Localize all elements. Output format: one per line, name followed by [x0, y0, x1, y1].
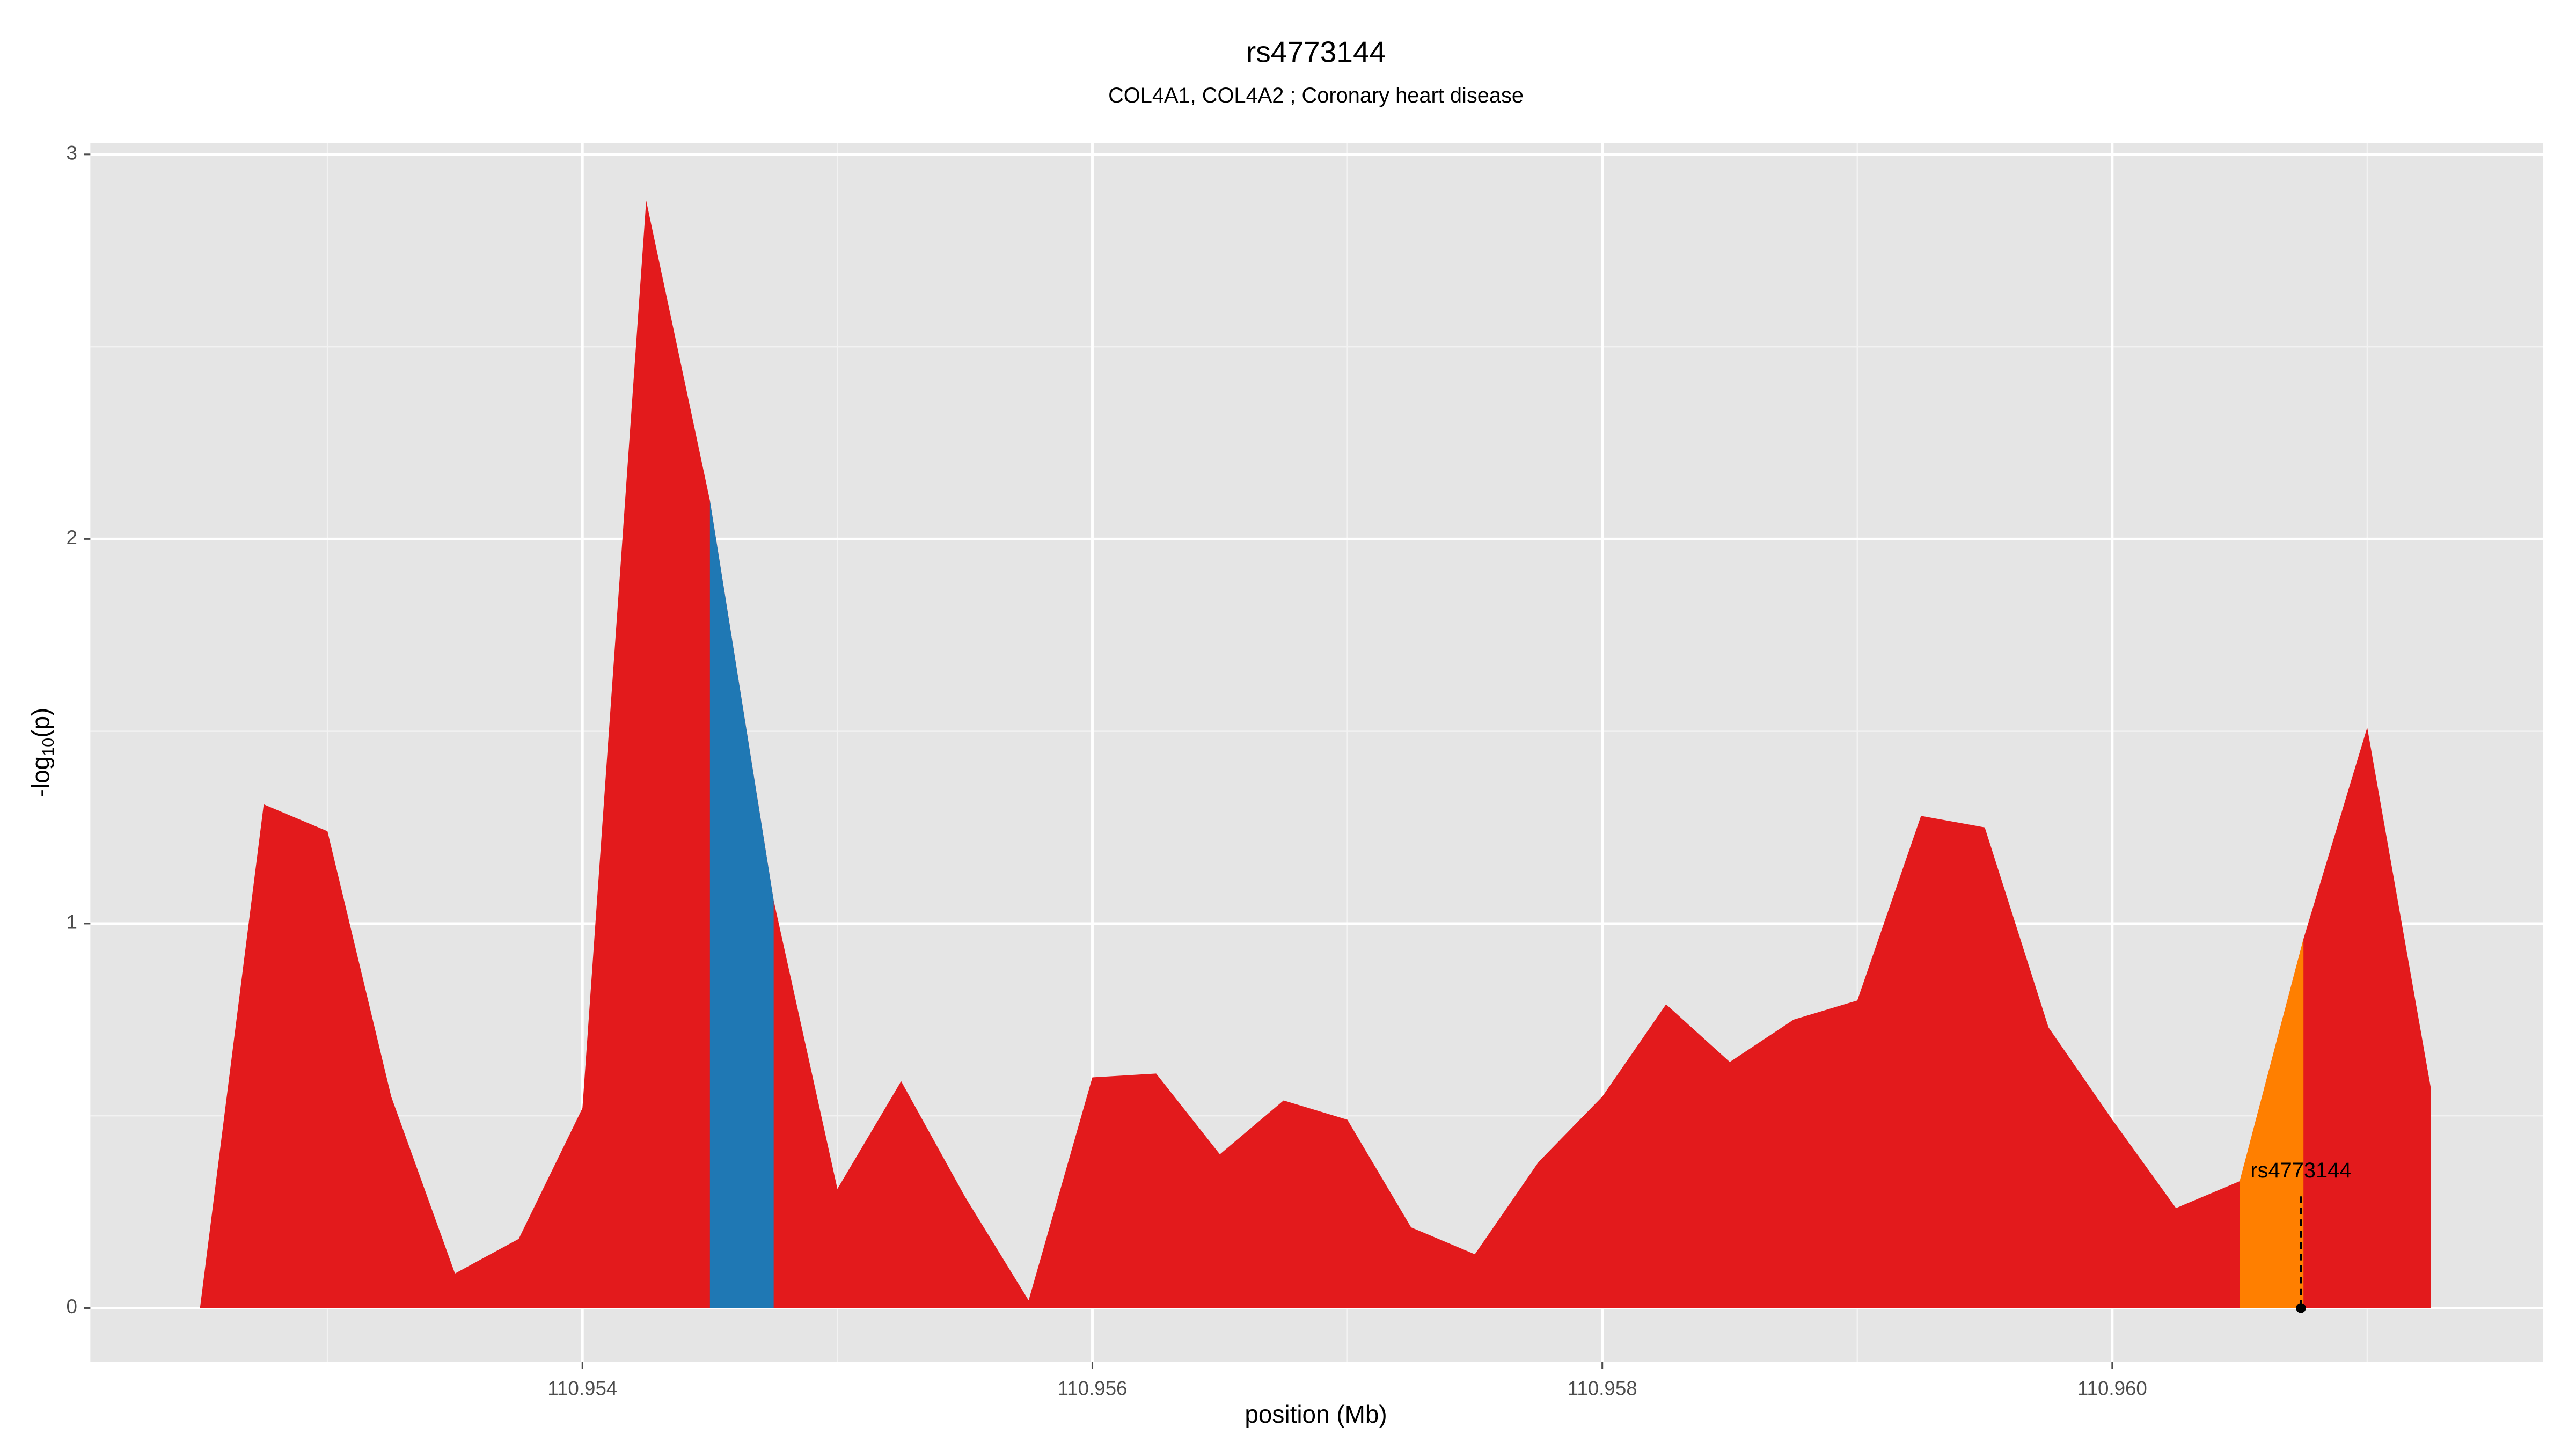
x-tick-label: 110.954	[547, 1377, 617, 1399]
marks	[200, 200, 2431, 1308]
highlight-segment	[709, 500, 774, 1308]
chart-title: rs4773144	[1246, 35, 1386, 69]
x-tick-label: 110.956	[1057, 1377, 1127, 1399]
y-label-base: -log	[27, 756, 55, 797]
annotation-point	[2296, 1303, 2306, 1313]
y-axis-label: -log10(p)	[27, 708, 57, 797]
x-tick-label: 110.958	[1568, 1377, 1637, 1399]
annotation-label: rs4773144	[2250, 1159, 2351, 1182]
y-tick-label: 1	[66, 911, 77, 933]
y-tick-label: 3	[66, 142, 77, 164]
y-tick-label: 0	[66, 1296, 77, 1318]
x-axis-label: position (Mb)	[1245, 1400, 1387, 1428]
y-label-subscript: 10	[39, 738, 57, 756]
x-tick-label: 110.960	[2077, 1377, 2147, 1399]
y-tick-label: 2	[66, 526, 77, 548]
chart-subtitle: COL4A1, COL4A2 ; Coronary heart disease	[1108, 84, 1524, 107]
highlight-segment	[2240, 939, 2304, 1308]
y-label-rest: (p)	[27, 708, 55, 738]
